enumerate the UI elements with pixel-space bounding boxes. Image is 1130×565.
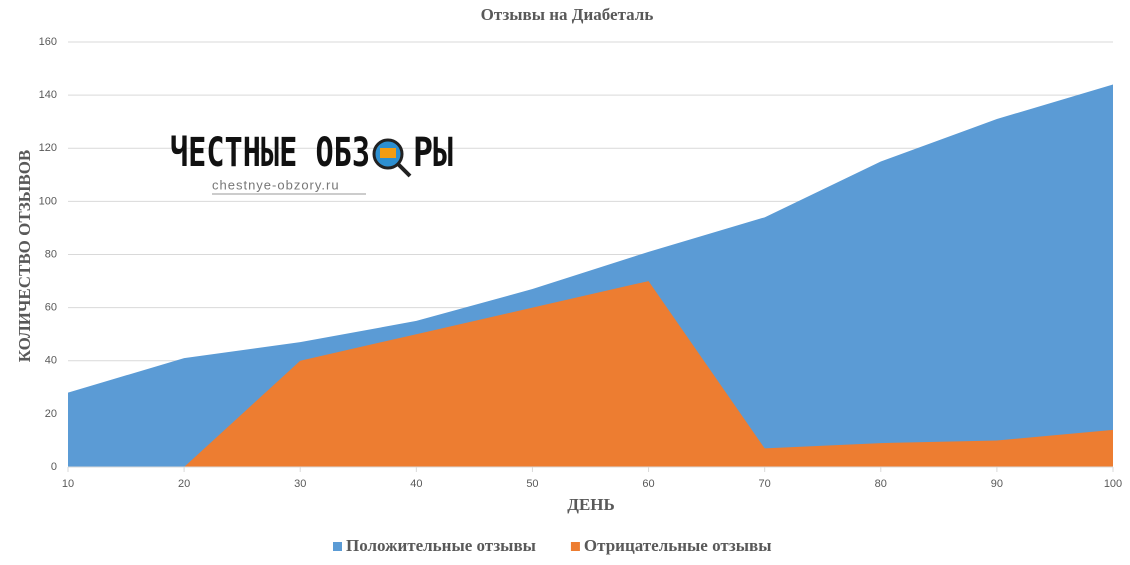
legend-label: Отрицательные отзывы <box>584 536 772 555</box>
watermark-icon-handle <box>396 162 412 178</box>
watermark-icon-box <box>380 148 396 158</box>
y-tick-label: 160 <box>39 36 57 48</box>
x-tick-label: 70 <box>759 478 771 490</box>
y-tick-label: 100 <box>39 195 57 207</box>
y-tick-label: 120 <box>39 142 57 154</box>
y-tick-label: 80 <box>45 248 57 260</box>
watermark-title-end: РЫ <box>413 130 453 176</box>
watermark-title: ЧЕСТНЫЕ ОБЗ <box>170 130 370 176</box>
y-tick-label: 60 <box>45 302 57 314</box>
y-tick-label: 20 <box>45 408 57 420</box>
x-tick-label: 60 <box>642 478 654 490</box>
x-tick-label: 10 <box>62 478 74 490</box>
y-tick-label: 40 <box>45 355 57 367</box>
watermark-url: chestnye-obzory.ru <box>212 177 340 192</box>
legend-swatch <box>570 542 580 551</box>
x-axis-label: ДЕНЬ <box>567 495 615 514</box>
legend-label: Положительные отзывы <box>346 536 536 555</box>
y-axis-label: КОЛИЧЕСТВО ОТЗЫВОВ <box>15 150 34 363</box>
x-tick-label: 50 <box>526 478 538 490</box>
x-tick-label: 40 <box>410 478 422 490</box>
x-tick-label: 90 <box>991 478 1003 490</box>
y-tick-label: 140 <box>39 89 57 101</box>
x-tick-label: 30 <box>294 478 306 490</box>
area <box>184 281 1114 467</box>
plot-area: 0 20 40 60 80 100 120 140 160 10 20 30 40 50 60 70 80 90 1… <box>39 36 1123 490</box>
y-tick-label: 0 <box>51 461 57 473</box>
x-tick-label: 100 <box>1104 478 1122 490</box>
watermark: ЧЕСТНЫЕ ОБЗ РЫ chestnye-obzory.ru <box>170 130 453 195</box>
x-tick-label: 20 <box>178 478 190 490</box>
legend-swatch <box>333 542 342 551</box>
legend: Положительные отзывы Отрицательные отзывы <box>333 536 772 555</box>
chart-title: Отзывы на Диабеталь <box>481 5 654 24</box>
x-tick-label: 80 <box>875 478 887 490</box>
